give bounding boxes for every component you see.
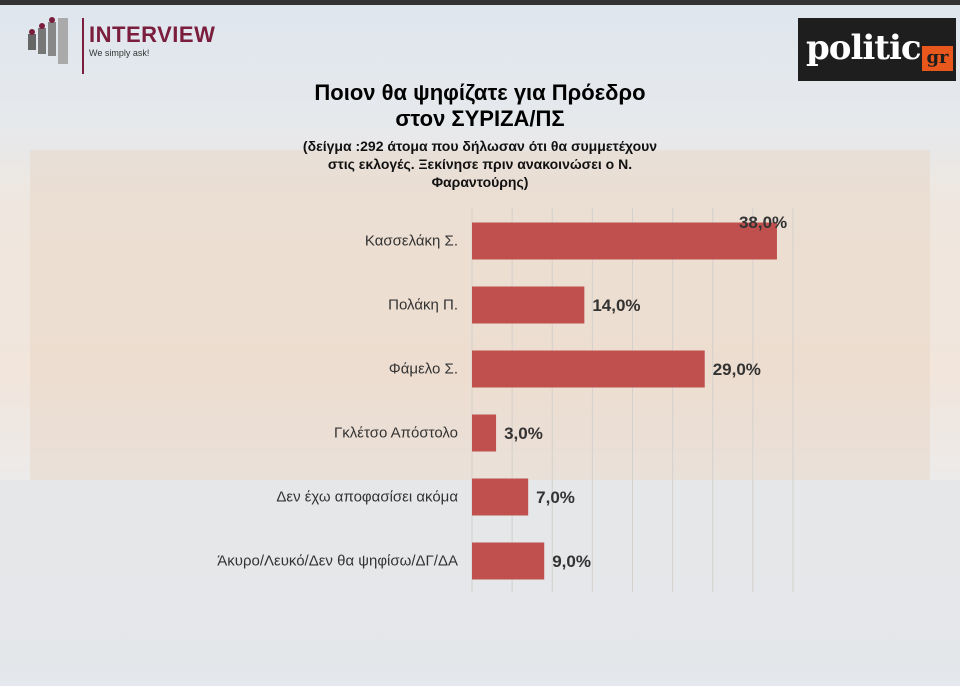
bar: [472, 222, 777, 260]
bar: [472, 286, 585, 324]
chart-title-line: στον ΣΥΡΙΖΑ/ΠΣ: [395, 106, 565, 131]
data-label: 7,0%: [536, 488, 575, 507]
data-label: 14,0%: [592, 296, 640, 315]
chart-subtitle-line: Φαραντούρης): [431, 174, 529, 190]
chart-subtitle-line: (δείγμα :292 άτομα που δήλωσαν ότι θα συ…: [302, 138, 658, 154]
chart-subtitle: (δείγμα :292 άτομα που δήλωσαν ότι θα συ…: [240, 137, 720, 191]
bar: [472, 478, 529, 516]
top-bar: [0, 0, 960, 5]
category-label: Δεν έχω αποφασίσει ακόμα: [276, 488, 458, 506]
category-label: Φάμελο Σ.: [388, 360, 458, 378]
interview-logo-divider: [82, 18, 84, 74]
data-label: 38,0%: [739, 213, 787, 232]
chart-subtitle-line: στις εκλογές. Ξεκίνησε πριν ανακοινώσει …: [327, 156, 633, 172]
category-label: Άκυρο/Λευκό/Δεν θα ψηφίσω/ΔΓ/ΔΑ: [217, 552, 458, 570]
data-label: 3,0%: [504, 424, 543, 443]
category-label: Γκλέτσο Απόστολο: [334, 424, 458, 442]
politic-logo-name: politic: [806, 28, 922, 68]
chart-title-line: Ποιον θα ψηφίζατε για Πρόεδρο: [314, 80, 646, 105]
category-label: Κασσελάκη Σ.: [364, 232, 458, 250]
interview-logo: INTERVIEW We simply ask!: [26, 16, 236, 74]
chart-title: Ποιον θα ψηφίζατε για Πρόεδρο στον ΣΥΡΙΖ…: [240, 80, 720, 132]
politic-logo: politic gr: [798, 18, 956, 81]
bar: [472, 414, 497, 452]
interview-logo-name: INTERVIEW: [89, 22, 216, 47]
interview-logo-mark-icon: [28, 17, 68, 64]
bar: [472, 542, 545, 580]
data-label: 29,0%: [713, 360, 761, 379]
data-label: 9,0%: [552, 552, 591, 571]
politic-logo-suffix: gr: [922, 46, 953, 71]
category-label: Πολάκη Π.: [388, 296, 458, 314]
interview-logo-tagline: We simply ask!: [89, 48, 150, 58]
bar: [472, 350, 705, 388]
